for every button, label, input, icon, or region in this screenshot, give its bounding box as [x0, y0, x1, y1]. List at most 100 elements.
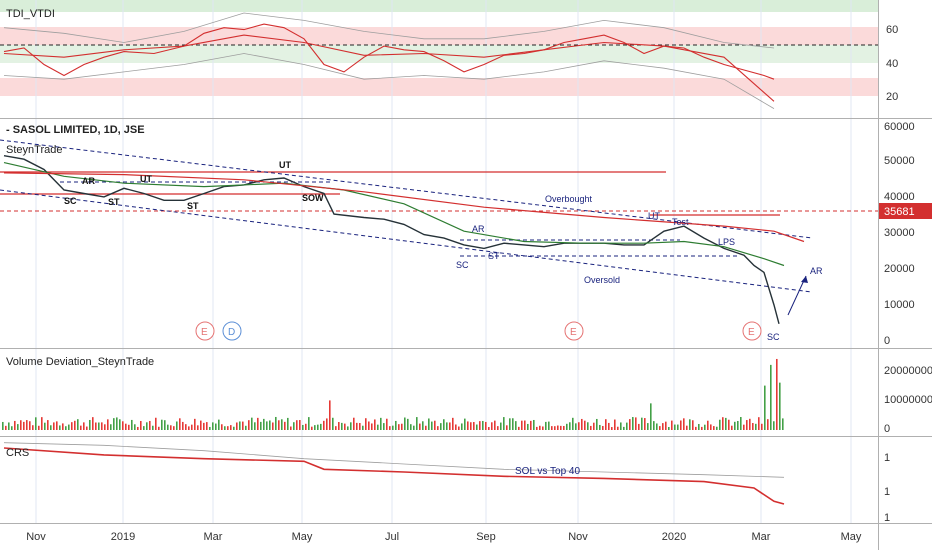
volume-bar — [125, 423, 127, 430]
volume-bar — [182, 421, 184, 430]
volume-bar — [773, 421, 775, 430]
volume-bar — [743, 424, 745, 430]
dividend-marker[interactable] — [222, 321, 242, 341]
annotation-test: Test — [672, 217, 689, 227]
price-tick-40000: 40000 — [884, 191, 915, 203]
volume-bar — [368, 421, 370, 430]
volume-bar — [530, 420, 532, 430]
volume-bar — [674, 424, 676, 430]
volume-bar — [761, 423, 763, 430]
volume-bar — [608, 422, 610, 430]
annotation-ut1: UT — [140, 174, 152, 184]
annotation-st1: ST — [108, 197, 120, 207]
volume-bar — [647, 423, 649, 430]
volume-bar — [614, 419, 616, 430]
volume-bar — [254, 422, 256, 430]
volume-bar — [119, 419, 121, 430]
volume-bar — [20, 420, 22, 430]
volume-bar — [371, 423, 373, 430]
price-tick-10000: 10000 — [884, 299, 915, 311]
volume-bar — [296, 420, 298, 430]
volume-bar — [179, 418, 181, 430]
earnings-marker-2[interactable] — [564, 321, 584, 341]
volume-bar — [92, 417, 94, 430]
volume-bar — [551, 426, 553, 430]
crs-series-1 — [3, 442, 785, 478]
wyckoff-annotations-2: AR SC ST UT Test LPS Overbought Oversold… — [456, 194, 823, 342]
volume-bar — [617, 426, 619, 430]
volume-bar — [782, 418, 784, 430]
volume-bar — [230, 425, 232, 430]
earnings-marker-3[interactable] — [742, 321, 762, 341]
volume-bar — [581, 418, 583, 430]
volume-bar — [494, 420, 496, 430]
volume-bar — [26, 420, 28, 430]
volume-bar — [557, 425, 559, 430]
volume-bar — [38, 425, 40, 430]
price-tick-50000: 50000 — [884, 155, 915, 167]
volume-bar — [500, 422, 502, 430]
volume-bar — [68, 424, 70, 430]
volume-bar — [455, 424, 457, 430]
volume-bar — [398, 424, 400, 430]
volume-bar — [596, 418, 598, 430]
tdi-series-1 — [3, 34, 775, 102]
earnings-marker-1[interactable] — [195, 321, 215, 341]
volume-bar — [47, 420, 49, 430]
x-tick-label: Sep — [476, 531, 496, 543]
volume-bar — [512, 418, 514, 430]
volume-title: Volume Deviation_SteynTrade — [6, 356, 154, 368]
price-title: - SASOL LIMITED, 1D, JSE — [6, 124, 145, 136]
x-tick-label: Mar — [752, 531, 771, 543]
annotation-sc1: SC — [64, 196, 77, 206]
volume-bar — [104, 424, 106, 430]
annotation-sc3: SC — [767, 332, 780, 342]
volume-bar — [599, 424, 601, 430]
volume-bar — [23, 421, 25, 430]
volume-bar — [116, 417, 118, 430]
volume-bar — [446, 422, 448, 430]
volume-bar — [719, 419, 721, 430]
volume-bar — [542, 426, 544, 430]
volume-bar — [602, 425, 604, 430]
volume-bar — [425, 425, 427, 430]
volume-bar — [284, 421, 286, 430]
volume-bar — [218, 419, 220, 430]
volume-bar — [722, 417, 724, 430]
x-tick-label: 2019 — [111, 531, 135, 543]
volume-bar — [83, 422, 85, 430]
volume-bar — [95, 422, 97, 430]
event-label-3: E — [570, 327, 577, 338]
volume-bar — [188, 426, 190, 430]
volume-bar — [701, 426, 703, 430]
volume-bar — [395, 420, 397, 430]
annotation-ar1: AR — [82, 176, 95, 186]
volume-bar — [416, 417, 418, 430]
tdi-title: TDI_VTDI — [6, 8, 55, 20]
volume-bar — [377, 424, 379, 430]
volume-bar — [548, 421, 550, 430]
volume-bar — [197, 425, 199, 430]
volume-bar — [227, 426, 229, 430]
volume-bar — [71, 422, 73, 430]
volume-bar — [329, 400, 331, 430]
volume-bar — [626, 422, 628, 430]
volume-bar — [470, 422, 472, 430]
volume-bar — [467, 421, 469, 430]
volume-bar — [272, 422, 274, 430]
volume-bar — [236, 422, 238, 430]
volume-bar — [572, 417, 574, 430]
volume-bar — [692, 420, 694, 430]
volume-bar — [740, 417, 742, 430]
volume-bar — [383, 423, 385, 430]
volume-bar — [341, 422, 343, 430]
volume-bar — [668, 427, 670, 430]
volume-bar — [59, 425, 61, 430]
volume-bar — [101, 422, 103, 430]
annotation-ar3: AR — [810, 266, 823, 276]
ar-arrow-line — [787, 275, 807, 316]
volume-bar — [89, 419, 91, 430]
volume-bar — [671, 420, 673, 430]
volume-bar — [17, 424, 19, 430]
volume-bar — [677, 424, 679, 430]
